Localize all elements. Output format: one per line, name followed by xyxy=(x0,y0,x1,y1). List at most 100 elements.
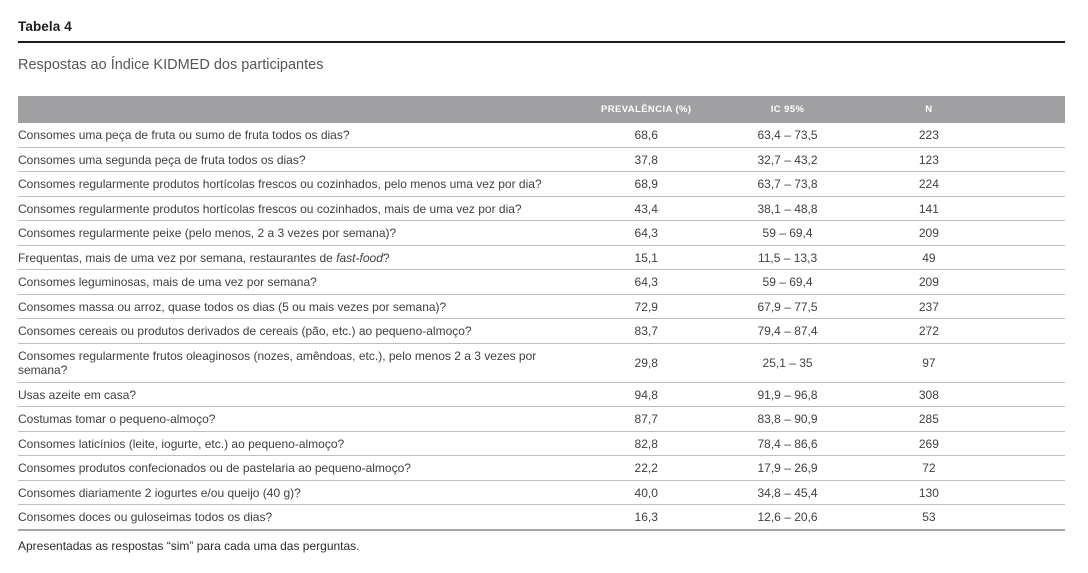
table-row: Consomes regularmente frutos oleaginosos… xyxy=(18,343,1065,383)
ic95-cell: 63,7 – 73,8 xyxy=(719,171,856,197)
row-spacer xyxy=(1002,382,1065,407)
question-cell: Usas azeite em casa? xyxy=(18,382,573,407)
row-spacer xyxy=(1002,431,1065,456)
table-row: Consomes leguminosas, mais de uma vez po… xyxy=(18,269,1065,295)
prevalencia-cell: 29,8 xyxy=(572,343,720,383)
n-column-header: N xyxy=(855,96,1003,123)
n-cell: 223 xyxy=(855,123,1003,148)
n-cell: 49 xyxy=(855,245,1003,270)
row-spacer xyxy=(1002,269,1065,295)
ic95-cell: 11,5 – 13,3 xyxy=(719,245,856,270)
table-row: Consomes diariamente 2 iogurtes e/ou que… xyxy=(18,480,1065,505)
n-cell: 123 xyxy=(855,147,1003,172)
prevalencia-cell: 83,7 xyxy=(572,318,720,344)
prevalencia-cell: 37,8 xyxy=(572,147,720,172)
table-label: Tabela 4 xyxy=(18,19,1065,43)
ic95-column-header: IC 95% xyxy=(719,96,856,123)
row-spacer xyxy=(1002,245,1065,270)
row-spacer xyxy=(1002,294,1065,319)
question-cell: Consomes diariamente 2 iogurtes e/ou que… xyxy=(18,480,573,505)
question-cell: Consomes produtos confecionados ou de pa… xyxy=(18,455,573,481)
ic95-cell: 91,9 – 96,8 xyxy=(719,382,856,407)
prevalencia-cell: 72,9 xyxy=(572,294,720,319)
table-row: Consomes regularmente produtos hortícola… xyxy=(18,196,1065,221)
table-row: Usas azeite em casa? 94,8 91,9 – 96,8 308 xyxy=(18,382,1065,407)
n-cell: 130 xyxy=(855,480,1003,505)
n-cell: 141 xyxy=(855,196,1003,221)
ic95-cell: 59 – 69,4 xyxy=(719,269,856,295)
question-cell: Frequentas, mais de uma vez por semana, … xyxy=(18,245,573,270)
table-row: Consomes doces ou guloseimas todos os di… xyxy=(18,504,1065,531)
prevalencia-cell: 82,8 xyxy=(572,431,720,456)
question-cell: Consomes uma peça de fruta ou sumo de fr… xyxy=(18,123,573,148)
n-cell: 53 xyxy=(855,504,1003,531)
question-column-header xyxy=(18,96,573,123)
question-cell: Consomes cereais ou produtos derivados d… xyxy=(18,318,573,344)
ic95-cell: 12,6 – 20,6 xyxy=(719,504,856,531)
prevalencia-cell: 15,1 xyxy=(572,245,720,270)
header-spacer xyxy=(1002,96,1065,123)
ic95-cell: 32,7 – 43,2 xyxy=(719,147,856,172)
table-subtitle: Respostas ao Índice KIDMED dos participa… xyxy=(18,57,324,73)
row-spacer xyxy=(1002,504,1065,531)
ic95-cell: 59 – 69,4 xyxy=(719,220,856,246)
question-cell: Consomes regularmente produtos hortícola… xyxy=(18,171,573,197)
ic95-cell: 17,9 – 26,9 xyxy=(719,455,856,481)
prevalencia-cell: 43,4 xyxy=(572,196,720,221)
prevalencia-cell: 64,3 xyxy=(572,220,720,246)
table-row: Consomes massa ou arroz, quase todos os … xyxy=(18,294,1065,319)
ic95-cell: 38,1 – 48,8 xyxy=(719,196,856,221)
row-spacer xyxy=(1002,123,1065,148)
table-row: Frequentas, mais de uma vez por semana, … xyxy=(18,245,1065,270)
table-header-row: Prevalência (%) IC 95% N xyxy=(18,96,1065,123)
n-cell: 308 xyxy=(855,382,1003,407)
row-spacer xyxy=(1002,343,1065,383)
question-cell: Consomes doces ou guloseimas todos os di… xyxy=(18,504,573,531)
question-cell: Costumas tomar o pequeno-almoço? xyxy=(18,406,573,432)
row-spacer xyxy=(1002,220,1065,246)
ic95-cell: 67,9 – 77,5 xyxy=(719,294,856,319)
ic95-cell: 78,4 – 86,6 xyxy=(719,431,856,456)
row-spacer xyxy=(1002,196,1065,221)
table-row: Consomes laticínios (leite, iogurte, etc… xyxy=(18,431,1065,456)
article-page: Tabela 4 Respostas ao Índice KIDMED dos … xyxy=(18,19,1065,553)
prevalencia-cell: 68,6 xyxy=(572,123,720,148)
n-cell: 209 xyxy=(855,220,1003,246)
table-row: Consomes produtos confecionados ou de pa… xyxy=(18,455,1065,481)
n-cell: 224 xyxy=(855,171,1003,197)
table-row: Costumas tomar o pequeno-almoço? 87,7 83,8… xyxy=(18,406,1065,432)
n-cell: 285 xyxy=(855,406,1003,432)
question-cell: Consomes regularmente produtos hortícola… xyxy=(18,196,573,221)
prevalencia-cell: 87,7 xyxy=(572,406,720,432)
prevalencia-cell: 94,8 xyxy=(572,382,720,407)
row-spacer xyxy=(1002,480,1065,505)
question-cell: Consomes leguminosas, mais de uma vez po… xyxy=(18,269,573,295)
table-footnote: Apresentadas as respostas “sim” para cad… xyxy=(18,538,360,553)
row-spacer xyxy=(1002,171,1065,197)
prevalencia-cell: 40,0 xyxy=(572,480,720,505)
question-cell: Consomes massa ou arroz, quase todos os … xyxy=(18,294,573,319)
table-row: Consomes uma peça de fruta ou sumo de fr… xyxy=(18,123,1065,148)
n-cell: 237 xyxy=(855,294,1003,319)
table-row: Consomes cereais ou produtos derivados d… xyxy=(18,318,1065,344)
n-cell: 72 xyxy=(855,455,1003,481)
kidmed-table: Prevalência (%) IC 95% N Consomes uma pe… xyxy=(18,96,1065,531)
question-cell: Consomes regularmente peixe (pelo menos,… xyxy=(18,220,573,246)
n-cell: 209 xyxy=(855,269,1003,295)
table-body: Consomes uma peça de fruta ou sumo de fr… xyxy=(18,123,1065,531)
table-row: Consomes regularmente produtos hortícola… xyxy=(18,171,1065,197)
row-spacer xyxy=(1002,406,1065,432)
n-cell: 269 xyxy=(855,431,1003,456)
ic95-cell: 34,8 – 45,4 xyxy=(719,480,856,505)
table-row: Consomes regularmente peixe (pelo menos,… xyxy=(18,220,1065,246)
question-cell: Consomes laticínios (leite, iogurte, etc… xyxy=(18,431,573,456)
ic95-cell: 63,4 – 73,5 xyxy=(719,123,856,148)
row-spacer xyxy=(1002,318,1065,344)
ic95-cell: 25,1 – 35 xyxy=(719,343,856,383)
n-cell: 272 xyxy=(855,318,1003,344)
prevalencia-cell: 64,3 xyxy=(572,269,720,295)
ic95-cell: 83,8 – 90,9 xyxy=(719,406,856,432)
question-cell: Consomes regularmente frutos oleaginosos… xyxy=(18,343,573,383)
row-spacer xyxy=(1002,147,1065,172)
ic95-cell: 79,4 – 87,4 xyxy=(719,318,856,344)
